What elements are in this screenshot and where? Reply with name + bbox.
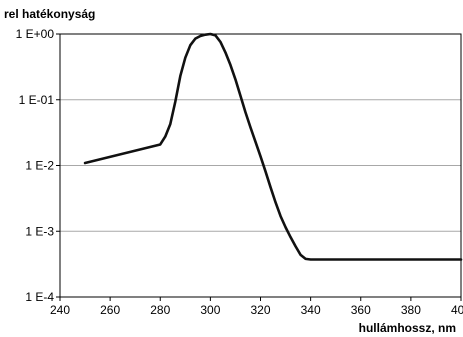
efficiency-curve — [83, 32, 463, 261]
y-axis-title: rel hatékonyság — [4, 7, 95, 21]
x-tick-label: 380 — [401, 303, 421, 317]
y-tick-label: 1 E+00 — [16, 27, 55, 41]
x-tick-label: 320 — [250, 303, 270, 317]
x-tick-label: 340 — [301, 303, 321, 317]
x-tick-label: 240 — [50, 303, 70, 317]
x-tick-label: 400 — [451, 303, 463, 317]
x-axis-title: hullámhossz, nm — [359, 321, 456, 335]
x-tick-label: 280 — [150, 303, 170, 317]
grid-lines — [60, 99, 461, 232]
y-tick-label: 1 E-4 — [25, 290, 54, 304]
x-tick-label: 300 — [200, 303, 220, 317]
x-tick-label: 260 — [100, 303, 120, 317]
x-tick-label: 360 — [351, 303, 371, 317]
y-tick-label: 1 E-01 — [19, 93, 55, 107]
y-tick-label: 1 E-3 — [25, 224, 54, 238]
y-tick-label: 1 E-2 — [25, 159, 54, 173]
